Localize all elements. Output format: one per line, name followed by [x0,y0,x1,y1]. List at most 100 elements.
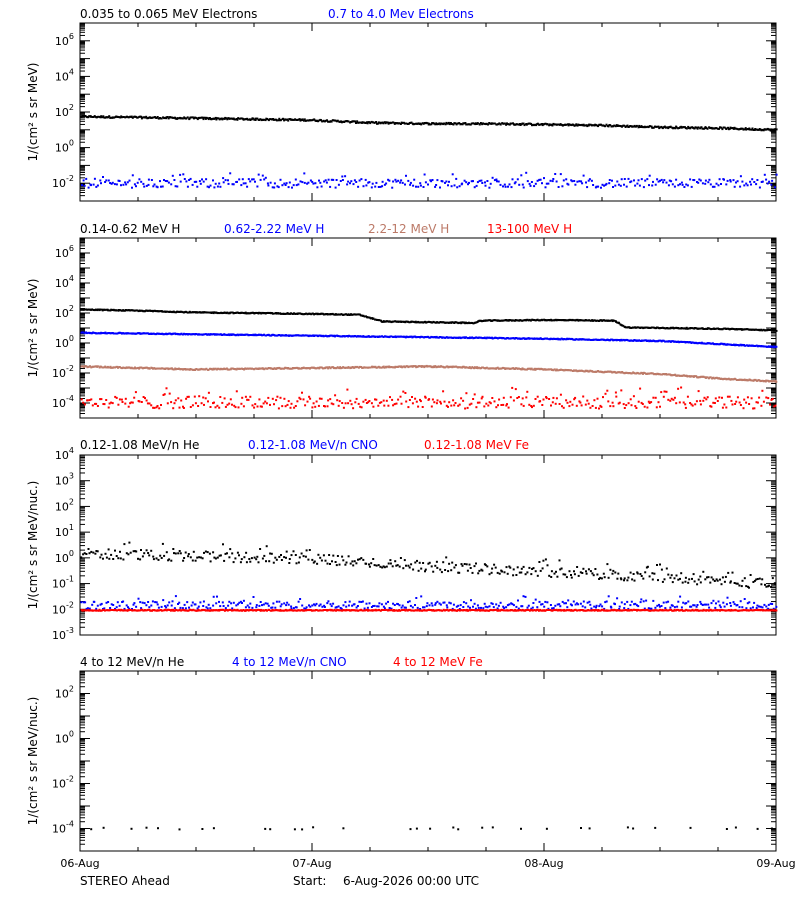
data-point [533,319,536,322]
data-point [760,345,763,347]
data-point [376,319,379,321]
data-point [657,125,660,128]
data-point [82,601,85,604]
data-point [287,119,290,122]
data-point [188,333,191,336]
data-point [736,582,739,585]
data-point [196,556,199,559]
data-point [309,366,312,369]
data-point [216,333,219,336]
data-point [409,335,412,338]
data-point [689,327,692,329]
data-point [572,338,575,341]
data-point [105,332,108,335]
data-point [104,552,107,555]
data-point [377,564,380,567]
data-point [86,607,89,610]
data-point [535,123,538,126]
data-point [585,181,587,184]
data-point [107,116,110,119]
data-point [473,602,476,605]
data-point [530,122,532,125]
data-point [636,571,639,574]
data-point [129,332,132,335]
data-point [603,184,606,187]
data-point [710,405,713,408]
data-point [591,405,594,407]
data-point [233,312,236,314]
data-point [90,115,92,118]
data-point [565,178,568,181]
data-point [668,179,671,182]
data-point [308,312,311,315]
data-point [112,558,115,560]
data-point [541,404,544,406]
data-point [357,185,360,188]
data-point [453,184,456,187]
data-point [468,563,471,566]
data-point [154,367,157,370]
data-point [536,367,539,370]
data-point [304,555,307,558]
data-point [623,407,626,409]
data-point [95,402,98,405]
data-point [140,180,143,183]
data-point [525,123,528,126]
data-point [412,568,415,571]
data-point [746,128,749,130]
data-point [280,559,283,561]
data-point [428,321,431,323]
data-point [398,565,401,568]
data-point [275,399,278,402]
data-point [222,605,225,607]
data-point [218,118,221,121]
data-point [191,559,194,562]
data-point [635,339,638,342]
data-point [102,176,104,178]
data-point [372,121,375,124]
data-point [489,367,492,370]
data-point [190,116,193,119]
data-point [748,127,751,130]
data-point [528,566,531,569]
data-point [278,555,281,558]
data-point [743,328,746,331]
data-point [380,401,383,404]
data-point [144,332,147,335]
data-point [394,178,397,181]
data-point [545,396,548,398]
data-point [274,556,277,559]
data-point [196,607,199,610]
data-point [112,604,115,606]
data-point [680,327,683,329]
data-point [287,400,290,403]
data-point [761,345,764,348]
data-point [241,311,244,314]
data-point [775,128,778,131]
data-point [633,579,636,582]
data-point [661,326,664,329]
y-tick-label: 10-2 [52,174,74,190]
data-point [733,582,736,584]
data-point [84,365,87,368]
data-point [110,308,113,311]
data-point [749,180,752,183]
data-point [434,602,437,605]
data-point [317,313,320,316]
data-point [531,568,534,570]
data-point [391,398,394,401]
data-point [612,125,615,128]
data-point [419,400,422,403]
data-point [711,185,714,188]
data-point [147,601,150,603]
data-point [201,311,204,314]
data-point [354,120,356,123]
data-point [495,178,498,181]
data-point [334,394,337,397]
data-point [381,335,384,338]
data-point [606,563,609,566]
data-point [147,183,150,186]
data-point [420,567,423,570]
data-point [81,184,83,187]
data-point [579,369,582,372]
